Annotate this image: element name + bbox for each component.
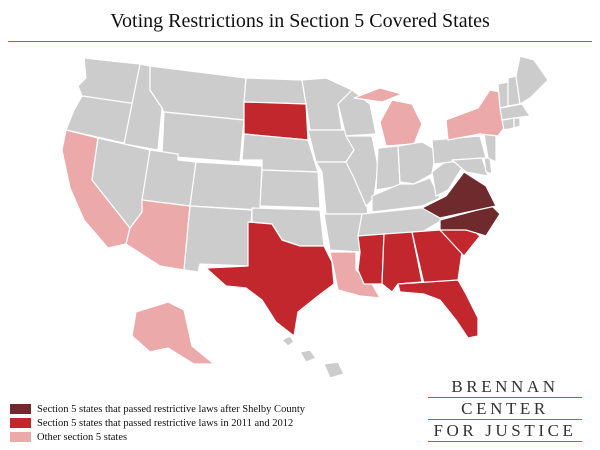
state-alaska (131, 301, 215, 365)
legend-entry-after-shelby: Section 5 states that passed restrictive… (10, 402, 305, 416)
logo-line-center: CENTER (461, 399, 549, 418)
us-states-map (61, 55, 549, 379)
state-maryland (451, 157, 489, 177)
legend-label-2011-2012: Section 5 states that passed restrictive… (37, 417, 294, 429)
state-georgia (411, 229, 463, 285)
state-oregon (65, 95, 138, 145)
state-louisiana (329, 251, 381, 299)
logo-divider (428, 419, 582, 420)
state-texas (205, 221, 335, 337)
state-indiana (375, 145, 401, 191)
state-vermont (497, 81, 509, 109)
state-wisconsin (337, 89, 377, 137)
legend-label-after-shelby: Section 5 states that passed restrictive… (37, 403, 305, 415)
state-virginia (421, 171, 497, 219)
state-colorado (189, 161, 263, 211)
map-legend: Section 5 states that passed restrictive… (10, 402, 305, 444)
state-michigan (353, 87, 423, 147)
state-minnesota (301, 77, 353, 131)
legend-entry-2011-2012: Section 5 states that passed restrictive… (10, 416, 305, 430)
title-divider (8, 41, 592, 42)
state-maine (515, 55, 549, 105)
state-new-york (445, 89, 505, 141)
map-title: Voting Restrictions in Section 5 Covered… (110, 10, 490, 32)
legend-label-other-section5: Other section 5 states (37, 431, 128, 443)
state-arkansas (323, 213, 363, 253)
logo-line-for-justice: FOR JUSTICE (433, 421, 577, 440)
state-new-mexico (183, 205, 253, 273)
legend-swatch-2011-2012 (10, 418, 31, 428)
legend-swatch-other-section5 (10, 432, 31, 442)
state-north-dakota (243, 77, 307, 105)
logo-divider (428, 441, 582, 442)
legend-swatch-after-shelby (10, 404, 31, 414)
state-illinois (345, 135, 379, 207)
state-mississippi (357, 233, 385, 285)
brennan-center-logo: BRENNAN CENTER FOR JUSTICE (422, 376, 588, 442)
state-rhode-island (513, 117, 521, 129)
state-wyoming (161, 111, 245, 163)
logo-line-brennan: BRENNAN (451, 377, 559, 396)
state-kansas (259, 169, 321, 209)
state-hawaii (281, 335, 345, 379)
logo-divider (428, 397, 582, 398)
legend-entry-other-section5: Other section 5 states (10, 430, 305, 444)
state-florida (397, 279, 479, 339)
